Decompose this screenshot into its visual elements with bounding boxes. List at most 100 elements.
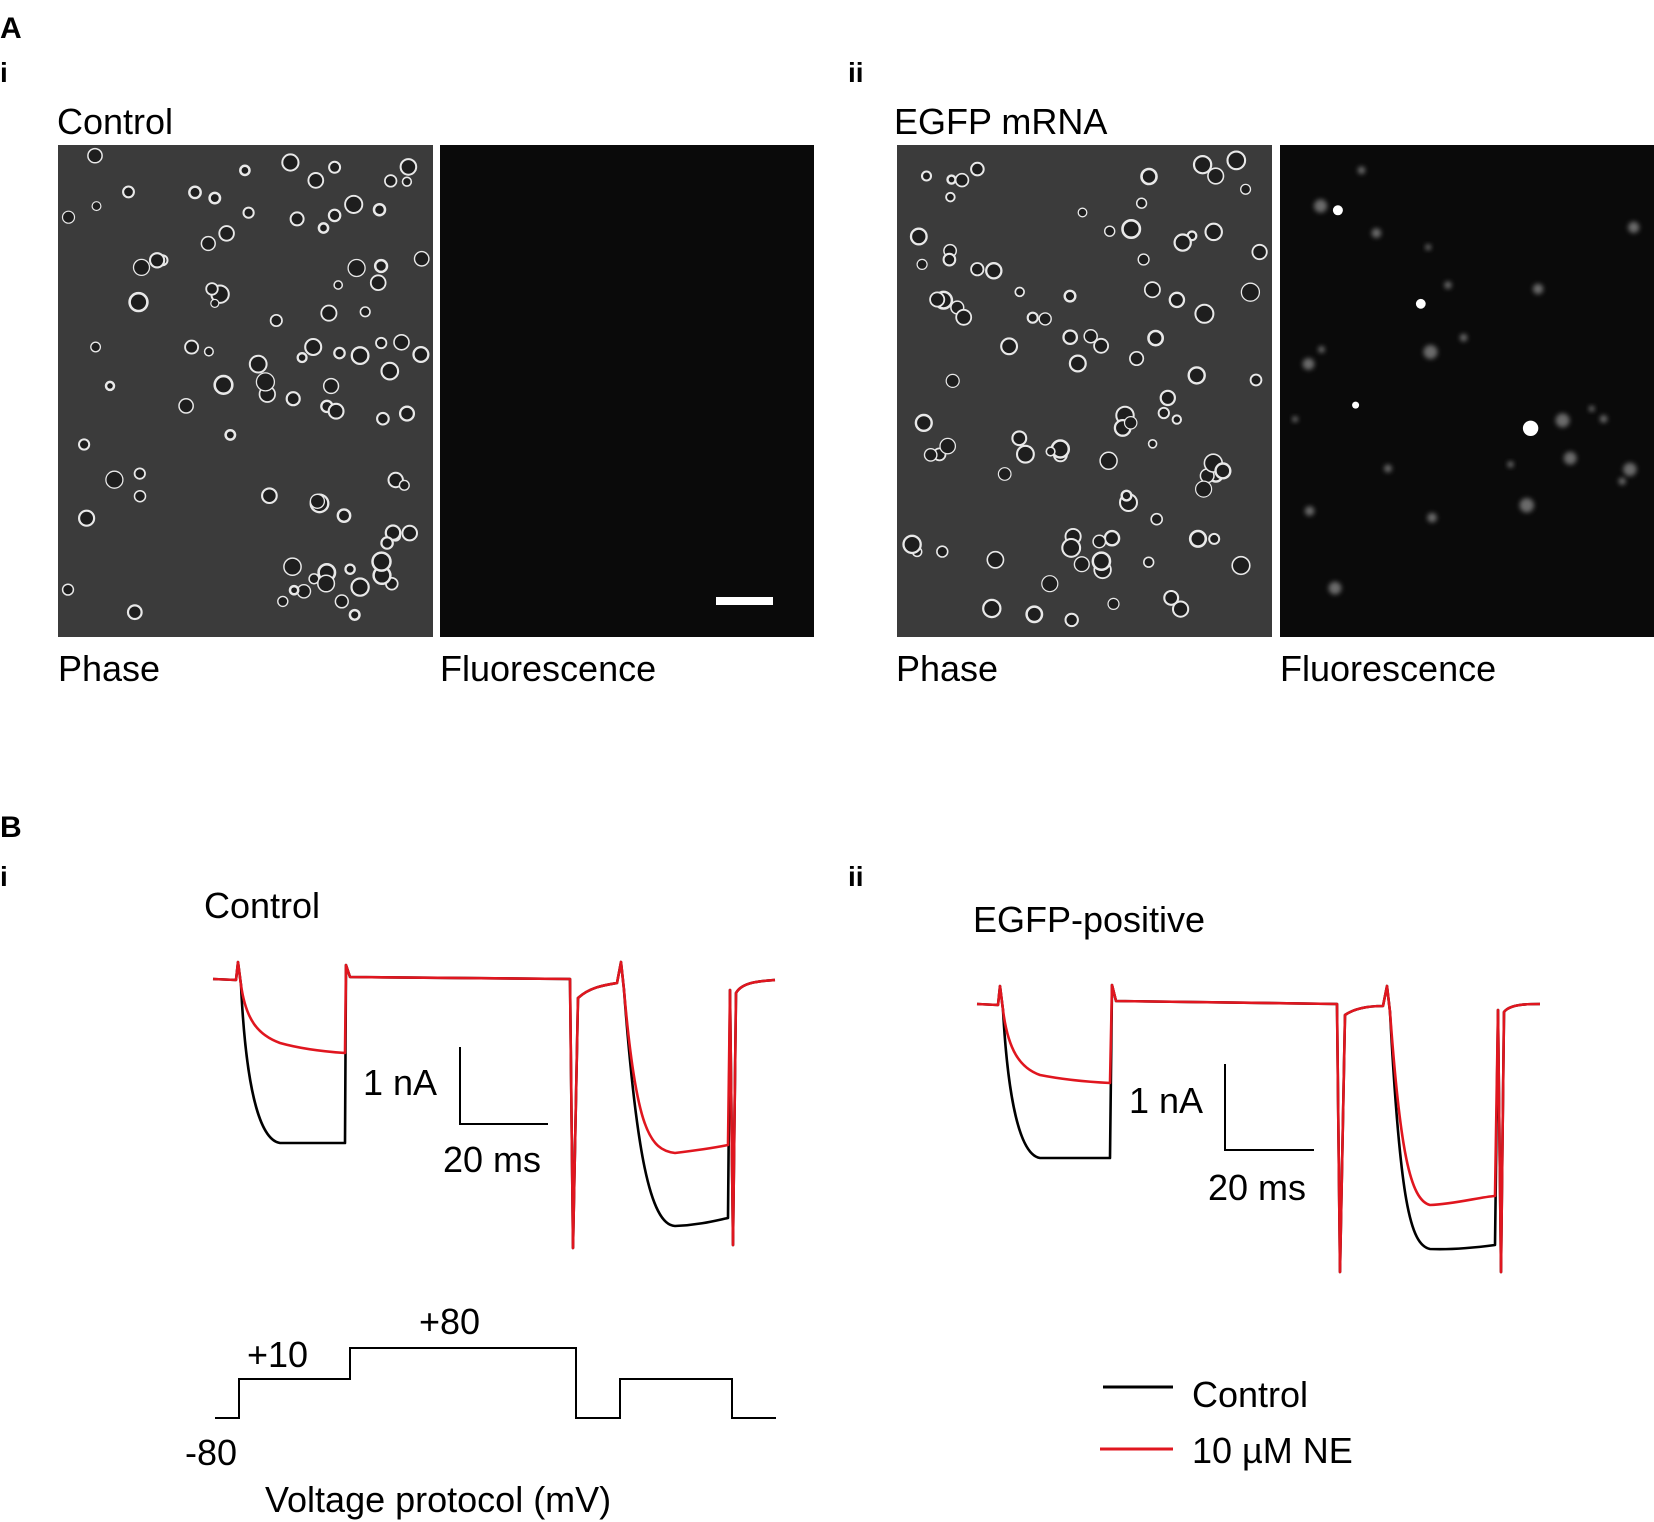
phase-cell bbox=[1173, 233, 1192, 252]
phase-cell bbox=[1062, 329, 1079, 346]
phase-cell bbox=[1194, 303, 1215, 324]
phase-cell bbox=[955, 308, 973, 326]
panel-b-ii-letter: ii bbox=[848, 861, 864, 892]
phase-cell bbox=[208, 191, 222, 205]
fluorescent-cell bbox=[1522, 420, 1539, 436]
phase-cell bbox=[128, 291, 149, 313]
phase-cell bbox=[1123, 415, 1138, 430]
phase-cell bbox=[982, 598, 1002, 619]
phase-cell bbox=[1204, 222, 1223, 242]
fluorescent-cell bbox=[1292, 416, 1299, 423]
b-ii-control-trace bbox=[976, 983, 1541, 1274]
panel-b-egfp-title: EGFP-positive bbox=[973, 899, 1205, 940]
phase-cell bbox=[413, 250, 430, 267]
phase-cell bbox=[399, 158, 418, 176]
phase-cell bbox=[954, 172, 970, 188]
fluorescent-cell bbox=[1628, 221, 1640, 233]
phase-cell bbox=[344, 194, 364, 214]
phase-cell bbox=[122, 185, 135, 199]
phase-cell bbox=[304, 337, 323, 357]
fluorescent-cell bbox=[1532, 283, 1544, 295]
phase-cell bbox=[327, 402, 345, 420]
protocol-plus10: +10 bbox=[247, 1334, 308, 1375]
phase-cell bbox=[946, 174, 957, 185]
b-i-ne-trace bbox=[212, 960, 776, 1250]
phase-cell bbox=[1208, 532, 1221, 545]
panel-b-control-title: Control bbox=[204, 885, 320, 926]
phase-cell bbox=[1041, 575, 1059, 593]
phase-cell bbox=[373, 258, 389, 274]
protocol-caption: Voltage protocol (mV) bbox=[265, 1479, 611, 1520]
phase-cell bbox=[1073, 556, 1090, 573]
phase-cell bbox=[1188, 529, 1208, 548]
fluorescent-cell bbox=[1618, 477, 1626, 485]
phase-cell bbox=[1121, 219, 1142, 240]
phase-cell bbox=[283, 557, 302, 577]
phase-cell bbox=[255, 372, 276, 392]
phase-cell bbox=[347, 258, 366, 278]
phase-cell bbox=[1187, 366, 1206, 385]
phase-cell bbox=[327, 208, 342, 223]
phase-cell bbox=[1011, 430, 1028, 447]
phase-cell bbox=[1157, 406, 1170, 420]
phase-cell bbox=[1207, 167, 1225, 185]
phase-cell bbox=[375, 336, 388, 350]
b-ii-ne-trace bbox=[976, 983, 1541, 1274]
phase-cell bbox=[105, 470, 124, 489]
phase-cell bbox=[1147, 438, 1158, 449]
phase-cell bbox=[985, 262, 1003, 280]
phase-cell bbox=[1061, 537, 1082, 558]
phase-cell bbox=[309, 493, 326, 509]
fluorescent-cell bbox=[1423, 345, 1438, 359]
b-ii-scale-bar bbox=[1224, 1064, 1314, 1151]
phase-cell bbox=[333, 346, 346, 360]
phase-cell bbox=[1163, 589, 1180, 606]
phase-cell bbox=[1103, 225, 1116, 237]
phase-cell bbox=[289, 211, 305, 227]
phase-cell bbox=[328, 160, 342, 174]
phase-cell bbox=[1077, 207, 1088, 218]
phase-cell bbox=[380, 361, 400, 381]
b-i-scale-current: 1 nA bbox=[363, 1062, 437, 1103]
legend-ne-label: 10 µM NE bbox=[1192, 1430, 1353, 1471]
fluorescent-cell bbox=[1427, 512, 1437, 523]
phase-cell bbox=[942, 252, 957, 267]
phase-cell bbox=[1026, 311, 1039, 324]
phase-cell bbox=[970, 262, 985, 277]
egfp-fluorescent-cells bbox=[1292, 166, 1640, 595]
phase-cell bbox=[945, 191, 956, 203]
phase-cell bbox=[398, 405, 416, 422]
egfp-phase-cells bbox=[902, 150, 1268, 628]
phase-cell bbox=[296, 352, 308, 364]
phase-cell bbox=[371, 551, 392, 572]
phase-cell bbox=[133, 467, 146, 480]
egfp-phase-label: Phase bbox=[896, 648, 998, 689]
phase-cell bbox=[184, 339, 200, 355]
phase-cell bbox=[1168, 291, 1186, 309]
phase-cell bbox=[939, 437, 957, 455]
phase-cell bbox=[348, 608, 361, 621]
fluorescent-cell bbox=[1599, 415, 1608, 423]
b-ii-scale-current: 1 nA bbox=[1129, 1080, 1203, 1121]
phase-cell bbox=[1240, 282, 1261, 302]
phase-cell bbox=[1129, 350, 1145, 367]
phase-cell bbox=[384, 174, 398, 188]
fluorescent-cell bbox=[1555, 413, 1570, 428]
panel-a-letter: A bbox=[0, 12, 22, 45]
phase-cell bbox=[1150, 512, 1163, 526]
phase-cell bbox=[210, 298, 220, 308]
fluorescent-cell bbox=[1444, 281, 1452, 289]
phase-cell bbox=[1038, 312, 1052, 326]
phase-cell bbox=[213, 374, 234, 396]
phase-cell bbox=[242, 206, 255, 219]
phase-cell bbox=[91, 201, 102, 212]
phase-cell bbox=[344, 563, 356, 575]
phase-cell bbox=[970, 161, 985, 177]
phase-cell bbox=[203, 346, 214, 357]
phase-cell bbox=[317, 222, 330, 234]
fluorescent-cell bbox=[1588, 405, 1595, 412]
phase-cell bbox=[920, 170, 933, 182]
phase-cell bbox=[1120, 489, 1133, 502]
phase-cell bbox=[178, 398, 194, 414]
phase-cell bbox=[1015, 444, 1035, 464]
